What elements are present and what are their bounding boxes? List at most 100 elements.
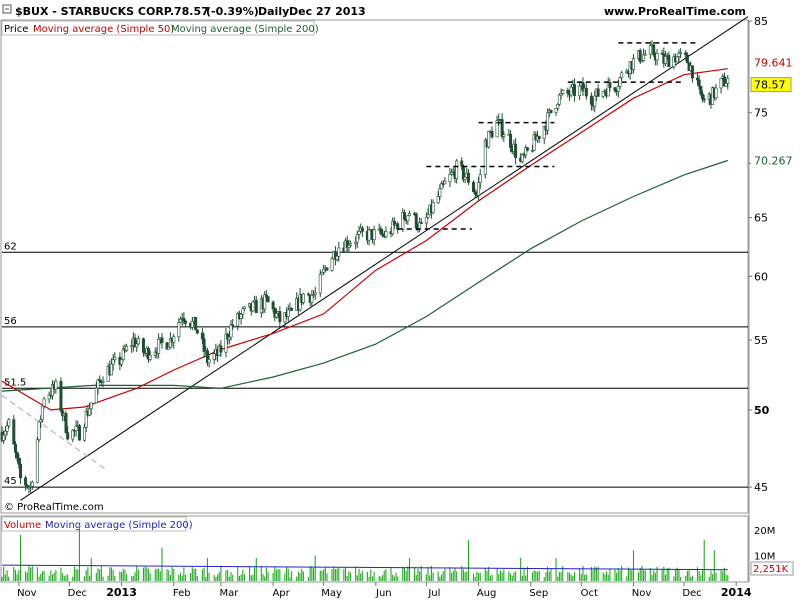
- candle: [12, 419, 16, 445]
- value-label: 70.267: [754, 155, 793, 168]
- candle: [202, 338, 206, 352]
- candle: [313, 292, 317, 295]
- candle: [301, 293, 305, 303]
- candle: [200, 332, 204, 340]
- candle: [239, 313, 243, 319]
- header-bar: $BUX - STARBUCKS CORP. 78.57 (-0.39%) Da…: [2, 4, 746, 18]
- candle: [436, 196, 440, 204]
- candle: [219, 345, 223, 353]
- ma50-line: [1, 68, 728, 411]
- candle: [59, 380, 63, 412]
- candle: [227, 336, 231, 340]
- candle: [360, 227, 364, 232]
- candle: [448, 174, 452, 182]
- candle: [113, 356, 117, 360]
- candle: [537, 135, 541, 139]
- volume-panel-frame: [0, 515, 749, 583]
- candle: [84, 411, 88, 428]
- candle: [556, 104, 560, 109]
- volume-legend: Volume Moving average (Simple 200): [1, 516, 193, 532]
- candle: [663, 56, 667, 64]
- y-tick-label: 50: [754, 404, 770, 417]
- y-tick-label: 45: [754, 481, 768, 494]
- candle: [509, 133, 513, 148]
- candle: [525, 147, 529, 151]
- candle: [136, 338, 140, 345]
- y-tick-label: 75: [754, 107, 768, 120]
- x-tick-label: Dec: [682, 588, 701, 599]
- y-tick-label: 60: [754, 270, 768, 283]
- candle: [566, 90, 570, 94]
- candle: [719, 78, 723, 89]
- candle: [39, 419, 43, 423]
- legend-ma200[interactable]: Moving average (Simple 200): [171, 24, 319, 35]
- candle: [726, 78, 730, 84]
- x-tick-label: Jul: [427, 588, 440, 599]
- candle: [165, 342, 169, 350]
- x-tick-label: 2014: [721, 586, 752, 599]
- candle: [71, 429, 75, 440]
- candle: [569, 86, 573, 96]
- legend-ma50[interactable]: Moving average (Simple 50): [33, 24, 174, 35]
- candle: [120, 359, 124, 365]
- candle: [490, 131, 494, 138]
- candle: [424, 216, 428, 224]
- volume-value-label: 2,251K: [753, 564, 789, 575]
- candle: [177, 322, 181, 337]
- candle: [148, 355, 152, 360]
- candle: [19, 463, 23, 479]
- candle: [616, 86, 620, 92]
- candle: [207, 359, 211, 364]
- x-tick-label: Sep: [529, 588, 548, 599]
- candle: [367, 229, 371, 241]
- price-panel-frame: [0, 19, 749, 514]
- candle: [643, 53, 647, 56]
- x-tick-label: Aug: [477, 588, 497, 599]
- site-label[interactable]: www.ProRealTime.com: [604, 5, 746, 18]
- volume-tick-label: 10M: [754, 551, 775, 562]
- candle: [310, 295, 314, 303]
- candle: [455, 160, 459, 179]
- support-trendline: [20, 16, 749, 501]
- candle: [578, 85, 582, 96]
- candle: [714, 87, 718, 98]
- candle: [141, 338, 145, 353]
- value-label: 79.641: [754, 57, 793, 70]
- legend-volume-ma[interactable]: Moving average (Simple 200): [45, 520, 193, 531]
- candle: [618, 77, 622, 87]
- candle: [655, 53, 659, 61]
- candle: [30, 481, 34, 487]
- candle: [502, 134, 506, 137]
- candle: [631, 58, 635, 70]
- candle: [111, 359, 115, 365]
- value-label-box: [750, 77, 792, 93]
- candle: [679, 52, 683, 54]
- candle: [477, 182, 481, 196]
- candle: [401, 212, 405, 230]
- candle: [372, 229, 376, 240]
- candle: [322, 268, 326, 273]
- x-tick-label: Dec: [68, 588, 87, 599]
- value-label-box: [751, 153, 791, 168]
- candle: [64, 413, 68, 433]
- candle: [549, 109, 553, 113]
- candle: [426, 214, 430, 218]
- candle: [652, 44, 656, 56]
- collapse-icon[interactable]: [2, 4, 12, 14]
- candle: [443, 181, 447, 185]
- candle: [96, 379, 100, 389]
- candle: [685, 54, 689, 64]
- x-tick-label: 2013: [106, 586, 137, 599]
- candle: [264, 294, 268, 297]
- candle: [42, 398, 46, 407]
- candle: [406, 215, 410, 222]
- legend-volume[interactable]: Volume: [4, 520, 41, 531]
- candle: [2, 434, 6, 441]
- volume-tick-label: 20M: [754, 526, 775, 537]
- candle: [241, 308, 245, 315]
- candle: [7, 419, 11, 427]
- candle: [330, 258, 334, 271]
- candle: [274, 313, 278, 318]
- candle: [347, 245, 351, 248]
- legend-price[interactable]: Price: [4, 24, 28, 35]
